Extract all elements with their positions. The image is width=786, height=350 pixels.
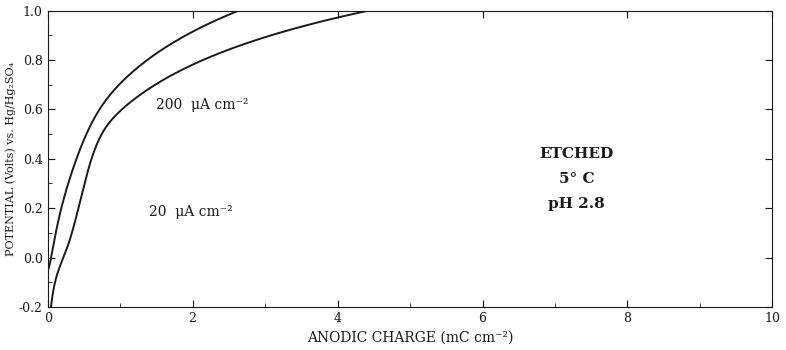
- Y-axis label: POTENTIAL (Volts) vs. Hg/Hg₂SO₄: POTENTIAL (Volts) vs. Hg/Hg₂SO₄: [6, 62, 17, 256]
- Text: 20  μA cm⁻²: 20 μA cm⁻²: [149, 205, 233, 219]
- Text: 200  μA cm⁻²: 200 μA cm⁻²: [156, 98, 249, 112]
- X-axis label: ANODIC CHARGE (mC cm⁻²): ANODIC CHARGE (mC cm⁻²): [307, 330, 513, 344]
- Text: ETCHED
5° C
pH 2.8: ETCHED 5° C pH 2.8: [540, 147, 614, 211]
